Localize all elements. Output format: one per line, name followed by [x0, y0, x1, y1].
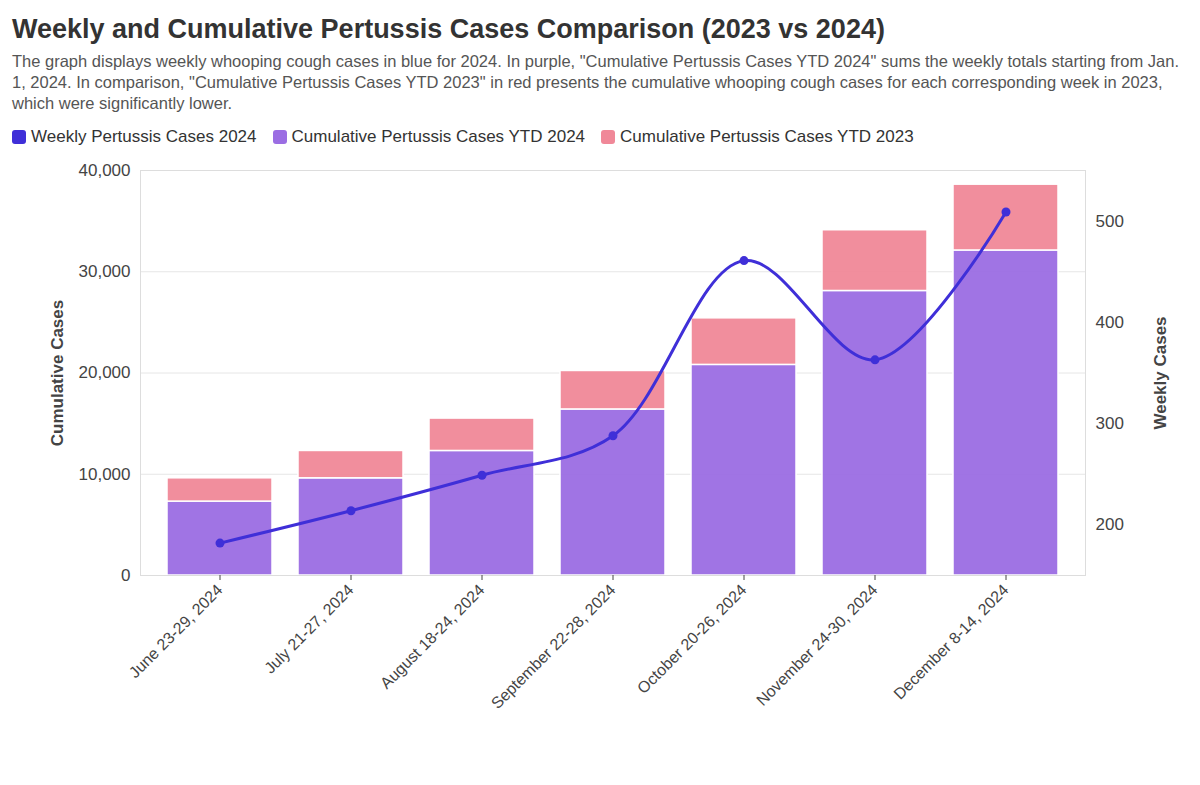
html-text:Weekly Pertussis Cases 2024: Weekly Pertussis Cases 2024: [31, 127, 257, 146]
svg-text:November 24-30, 2024: November 24-30, 2024: [753, 581, 881, 709]
svg-text:400: 400: [1096, 313, 1124, 332]
svg-text:40,000: 40,000: [79, 161, 131, 180]
svg-text:Weekly Cases: Weekly Cases: [1151, 316, 1170, 429]
svg-text:300: 300: [1096, 414, 1124, 433]
svg-text:0: 0: [121, 566, 130, 585]
html-text:The graph displays weekly whoo: The graph displays weekly whooping cough…: [12, 52, 1179, 112]
svg-text:June 23-29, 2024: June 23-29, 2024: [126, 581, 226, 681]
svg-text:10,000: 10,000: [79, 465, 131, 484]
svg-text:30,000: 30,000: [79, 262, 131, 281]
html-text:Cumulative Pertussis Cases YTD: Cumulative Pertussis Cases YTD 2023: [620, 127, 914, 146]
svg-text:20,000: 20,000: [79, 363, 131, 382]
html-text:Cumulative Pertussis Cases YTD: Cumulative Pertussis Cases YTD 2024: [291, 127, 586, 146]
html-text:Weekly and Cumulative Pertussi: Weekly and Cumulative Pertussis Cases Co…: [12, 14, 885, 44]
svg-text:October 20-26, 2024: October 20-26, 2024: [634, 581, 750, 697]
svg-text:July 21-27, 2024: July 21-27, 2024: [261, 581, 357, 677]
svg-text:September 22-28, 2024: September 22-28, 2024: [488, 581, 619, 712]
svg-text:December 8-14, 2024: December 8-14, 2024: [890, 581, 1012, 703]
svg-text:Cumulative Cases: Cumulative Cases: [48, 300, 67, 446]
svg-text:200: 200: [1096, 515, 1124, 534]
svg-text:August 18-24, 2024: August 18-24, 2024: [377, 581, 488, 692]
svg-text:500: 500: [1096, 212, 1124, 231]
